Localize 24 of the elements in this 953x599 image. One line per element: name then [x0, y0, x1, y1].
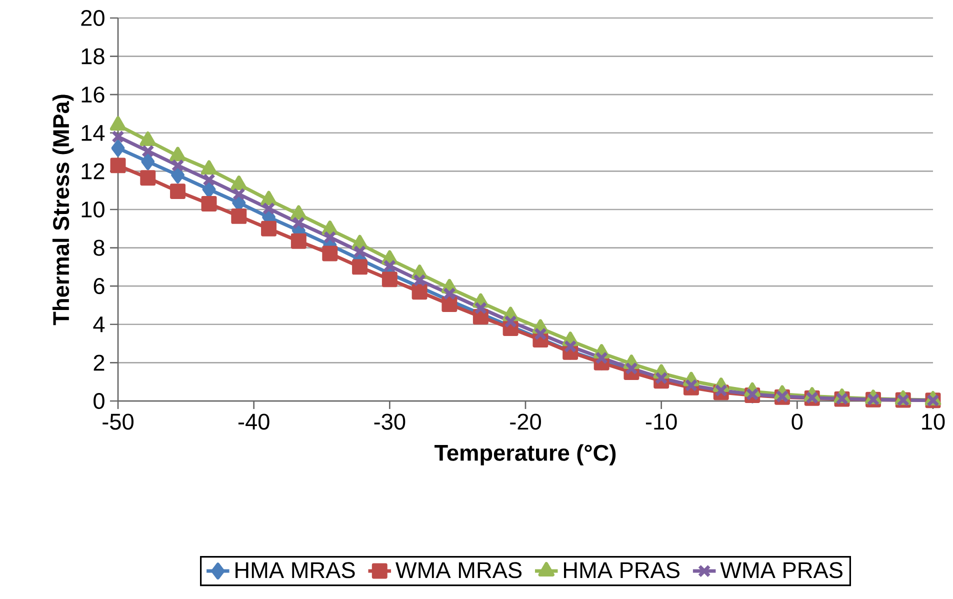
x-tick-label: -10	[646, 414, 677, 430]
legend-label: WMA PRAS	[720, 562, 842, 578]
x-tick-label: -50	[102, 414, 134, 430]
y-tick-label: 8	[94, 240, 104, 256]
x-tick-label: 0	[792, 414, 803, 430]
legend-label: HMA MRAS	[236, 562, 355, 578]
y-tick-label: 12	[82, 163, 104, 180]
y-tick-label: 14	[82, 125, 105, 141]
y-tick-label: 0	[94, 392, 104, 410]
y-tick-label: 2	[94, 354, 104, 371]
x-tick-label: 10	[922, 414, 945, 430]
legend-label: HMA PRAS	[564, 562, 680, 578]
legend-label: WMA MRAS	[396, 562, 522, 578]
y-axis-title: Thermal Stress (MPa)	[52, 94, 74, 326]
y-tick-label: 18	[82, 48, 104, 64]
y-tick-label: 4	[93, 316, 105, 332]
x-tick-label: -40	[238, 414, 270, 430]
x-tick-label: -20	[510, 414, 541, 430]
y-tick-label: 6	[94, 278, 104, 294]
x-axis-title: Temperature (°C)	[434, 444, 616, 466]
y-tick-label: 16	[82, 86, 104, 103]
x-tick-label: -30	[374, 414, 406, 430]
y-tick-label: 20	[81, 10, 104, 26]
y-tick-label: 10	[82, 201, 104, 218]
